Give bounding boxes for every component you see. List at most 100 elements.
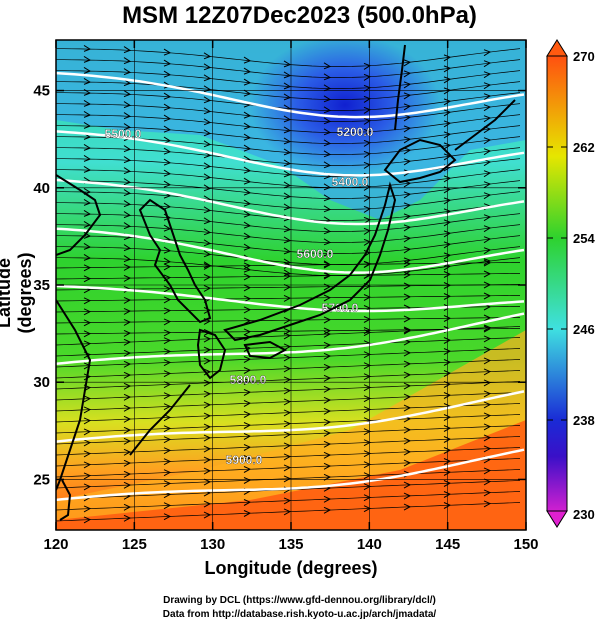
wind-arrow [283, 398, 292, 406]
wind-arrow [163, 458, 172, 466]
wind-arrow [203, 335, 212, 343]
wind-arrow [443, 120, 452, 128]
wind-arrow [283, 497, 292, 505]
wind-arrow [243, 122, 252, 130]
wind-arrow [323, 205, 332, 213]
wind-arrow [123, 318, 132, 326]
wind-arrow [483, 467, 492, 475]
wind-arrow [483, 181, 492, 189]
wind-arrow [403, 327, 412, 335]
colorbar-tick-label: 230 [573, 507, 595, 522]
wind-arrow [283, 409, 292, 417]
wind-arrow [83, 242, 92, 250]
colorbar-tick-label: 254 [573, 231, 595, 246]
wind-arrow [443, 447, 452, 454]
wind-arrow [363, 106, 372, 114]
wind-arrow [403, 382, 412, 390]
wind-arrow [443, 458, 452, 465]
wind-arrow [203, 74, 212, 82]
wind-arrow [83, 77, 92, 85]
wind-arrow [443, 131, 452, 139]
height-contour [56, 284, 525, 313]
wind-arrow [83, 461, 92, 469]
wind-arrow [483, 214, 492, 222]
wind-arrow [363, 238, 372, 246]
streamline [56, 295, 521, 302]
wind-arrow [363, 461, 372, 469]
wind-arrow [163, 257, 172, 265]
kyushu-coast [196, 328, 227, 380]
wind-arrow [363, 194, 372, 202]
streamline [56, 81, 521, 100]
china-coast [56, 174, 102, 491]
y-tick-label: 25 [33, 471, 50, 488]
wind-arrow [483, 379, 492, 387]
wind-arrow [83, 66, 92, 74]
wind-arrow [83, 330, 92, 338]
wind-arrow [163, 136, 172, 144]
wind-arrow [83, 198, 92, 206]
wind-arrow [163, 414, 172, 422]
wind-arrow [123, 307, 132, 315]
wind-arrow [483, 489, 492, 497]
wind-arrow [363, 439, 372, 447]
wind-arrow [443, 219, 452, 227]
wind-arrow [123, 255, 132, 263]
wind-arrow [123, 470, 132, 478]
wind-arrow [203, 390, 212, 398]
wind-arrow [483, 258, 492, 266]
colorbar-tick-label: 262 [573, 140, 595, 155]
wind-arrow [83, 340, 92, 348]
wind-arrow [283, 294, 292, 302]
wind-arrow [243, 56, 252, 64]
x-tick-label: 125 [122, 536, 147, 553]
wind-arrow [483, 357, 492, 365]
x-tick-label: 145 [435, 536, 460, 553]
wind-arrow [283, 475, 292, 483]
wind-arrow [123, 481, 132, 489]
wind-arrow [203, 284, 212, 292]
wind-arrow [123, 178, 132, 186]
wind-arrow [403, 92, 412, 100]
wind-arrow [243, 510, 252, 517]
wind-arrow [83, 428, 92, 436]
wind-arrow [363, 362, 372, 370]
streamline [56, 273, 521, 280]
height-contour [56, 71, 525, 119]
wind-arrow [323, 330, 332, 338]
wind-arrow [283, 269, 292, 277]
streamline [56, 257, 521, 276]
streamline [56, 458, 521, 478]
wind-arrow [363, 216, 372, 224]
streamline [56, 284, 521, 291]
shikoku-coast [243, 340, 288, 360]
wind-arrow [323, 294, 332, 302]
wind-arrow [243, 328, 252, 336]
wind-arrow [163, 480, 172, 488]
wind-arrow [403, 293, 412, 301]
wind-arrow [323, 396, 332, 404]
wind-arrow [203, 63, 212, 71]
x-tick-label: 120 [43, 536, 68, 553]
wind-arrow [203, 401, 212, 409]
wind-arrow [403, 260, 412, 268]
height-contour [56, 448, 525, 502]
streamline [56, 191, 521, 210]
wind-arrow [83, 264, 92, 272]
y-tick-label: 45 [33, 83, 50, 100]
wind-arrow [203, 173, 212, 181]
wind-arrow [323, 150, 332, 158]
wind-arrow [123, 46, 132, 54]
wind-arrow [83, 209, 92, 217]
wind-arrow [323, 261, 332, 269]
wind-arrow [403, 158, 412, 166]
wind-arrow [203, 511, 212, 519]
wind-arrow [123, 145, 132, 153]
wind-arrow [283, 181, 292, 189]
wind-arrow [243, 499, 252, 506]
hokkaido-coast [383, 138, 457, 184]
wind-arrow [163, 318, 172, 326]
wind-arrow [243, 133, 252, 141]
wind-arrow [283, 376, 292, 384]
wind-arrow [83, 472, 92, 480]
